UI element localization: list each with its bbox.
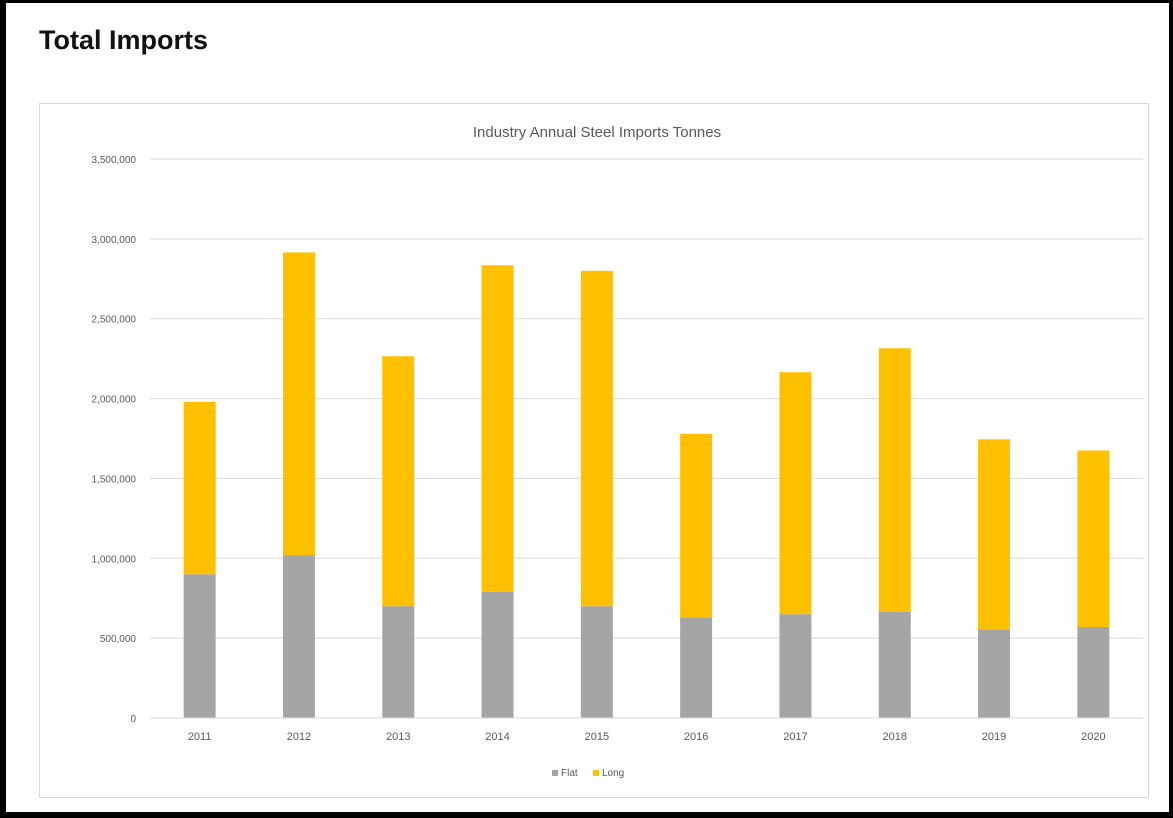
legend-label-flat: Flat <box>561 768 578 779</box>
x-tick-label: 2014 <box>485 731 509 743</box>
x-tick-label: 2011 <box>188 731 212 743</box>
legend-swatch-flat <box>552 770 558 776</box>
y-tick-label: 500,000 <box>100 634 137 645</box>
chart-panel: Industry Annual Steel Imports Tonnes 0 50… <box>39 103 1149 798</box>
y-tick-label: 2,000,000 <box>92 395 137 406</box>
bar-flat-2017 <box>779 614 812 718</box>
x-tick-label: 2019 <box>982 731 1006 743</box>
bar-long-2012 <box>282 252 315 556</box>
bar-flat-2013 <box>382 606 415 718</box>
y-tick-label: 3,000,000 <box>92 235 137 246</box>
y-tick-label: 0 <box>130 714 136 725</box>
bar-long-2013 <box>382 356 415 607</box>
x-tick-label: 2017 <box>783 731 807 743</box>
y-tick-label: 3,500,000 <box>92 155 137 166</box>
bar-long-2018 <box>878 348 911 612</box>
x-tick-label: 2013 <box>386 731 410 743</box>
chart-title: Industry Annual Steel Imports Tonnes <box>473 124 721 141</box>
x-axis-ticks: 2011 2012 2013 2014 2015 2016 2017 2018 2019 2020 <box>188 731 1106 743</box>
bar-flat-2018 <box>878 611 911 718</box>
bar-flat-2014 <box>481 591 514 718</box>
y-axis-ticks: 0 500,000 1,000,000 1,500,000 2,000,000 2,500… <box>92 155 137 725</box>
bar-flat-2012 <box>282 555 315 718</box>
bar-long-2014 <box>481 265 514 592</box>
x-tick-label: 2012 <box>287 731 311 743</box>
x-tick-label: 2020 <box>1081 731 1105 743</box>
x-tick-label: 2016 <box>684 731 708 743</box>
page-title: Total Imports <box>39 25 209 55</box>
bar-long-2020 <box>1077 450 1110 627</box>
bar-long-2019 <box>978 439 1011 630</box>
bar-long-2015 <box>580 270 613 607</box>
bar-flat-2016 <box>680 617 713 718</box>
bar-long-2011 <box>183 401 216 575</box>
legend-label-long: Long <box>602 768 624 779</box>
bar-long-2016 <box>680 433 713 618</box>
bar-flat-2011 <box>183 574 216 718</box>
x-tick-label: 2015 <box>585 731 609 743</box>
bar-long-2017 <box>779 372 812 615</box>
y-tick-label: 2,500,000 <box>92 315 137 326</box>
y-tick-label: 1,000,000 <box>92 554 137 565</box>
x-tick-label: 2018 <box>883 731 907 743</box>
y-tick-label: 1,500,000 <box>92 474 137 485</box>
bar-flat-2019 <box>978 629 1011 718</box>
gridlines <box>150 158 1143 639</box>
bars <box>183 252 1110 718</box>
legend: Flat Long <box>552 768 624 779</box>
stacked-bar-chart: Industry Annual Steel Imports Tonnes 0 50… <box>92 124 1143 779</box>
bar-flat-2015 <box>580 606 613 718</box>
bar-flat-2020 <box>1077 626 1110 718</box>
legend-swatch-long <box>593 770 599 776</box>
